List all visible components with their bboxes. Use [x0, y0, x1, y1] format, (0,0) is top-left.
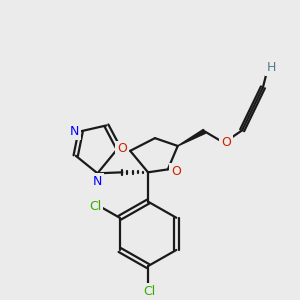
Text: N: N — [93, 175, 102, 188]
Text: O: O — [171, 165, 181, 178]
Polygon shape — [178, 129, 206, 146]
Text: O: O — [117, 142, 127, 155]
Text: Cl: Cl — [143, 285, 155, 298]
Text: O: O — [221, 136, 231, 148]
Text: N: N — [70, 125, 80, 138]
Text: H: H — [267, 61, 277, 74]
Text: Cl: Cl — [89, 200, 101, 212]
